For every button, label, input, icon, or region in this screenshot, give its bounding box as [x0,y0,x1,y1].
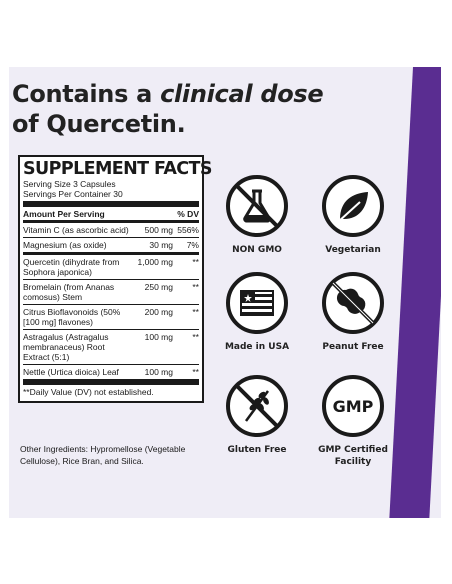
facts-row: Citrus Bioflavonoids (50% [100 mg] flavo… [23,307,199,327]
badge-made-in-usa: Made in USA [217,272,297,353]
headline-emphasis: clinical dose [160,80,324,108]
badge-gmp-certified: GMP GMP Certified Facility [313,375,393,468]
facts-row: Astragalus (Astragalus membranaceus) Roo… [23,332,199,362]
headline: Contains a clinical dose of Quercetin. [12,79,412,139]
other-ingredients: Other Ingredients: Hypromellose (Vegetab… [20,444,186,466]
facts-row: Quercetin (dihydrate from Sophora japoni… [23,257,199,277]
headline-line2: of Quercetin. [12,110,186,138]
badge-peanut-free: Peanut Free [313,272,393,353]
dv-header: % DV [177,209,199,219]
wheat-crossed-icon [226,375,288,437]
facts-header-row: Amount Per Serving % DV [23,207,199,220]
facts-divider-medium [23,220,199,223]
facts-row: Magnesium (as oxide) 30 mg 7% [23,240,199,250]
amount-per-serving-header: Amount Per Serving [23,209,105,219]
facts-row: Bromelain (from Ananas comosus) Stem 250… [23,282,199,302]
product-panel: Contains a clinical dose of Quercetin. S… [9,67,441,518]
facts-row: Nettle (Urtica dioica) Leaf 100 mg ** [23,367,199,377]
gmp-icon: GMP [322,375,384,437]
badge-non-gmo: NON GMO [217,175,297,256]
svg-text:GMP: GMP [333,397,374,416]
facts-title: SUPPLEMENT FACTS [23,159,212,179]
servings-per-container: Servings Per Container 30 [23,189,123,199]
peanut-crossed-icon [322,272,384,334]
facts-divider-thick [23,201,199,207]
flask-crossed-icon [226,175,288,237]
us-flag-icon [226,272,288,334]
serving-size: Serving Size 3 Capsules [23,179,116,189]
headline-prefix: Contains a [12,80,161,108]
supplement-facts-panel: SUPPLEMENT FACTS Serving Size 3 Capsules… [18,155,212,403]
leaf-icon [322,175,384,237]
badge-gluten-free: Gluten Free [217,375,297,456]
facts-row: Vitamin C (as ascorbic acid) 500 mg 556% [23,225,199,235]
dv-footnote: **Daily Value (DV) not established. [23,387,154,397]
badge-vegetarian: Vegetarian [313,175,393,256]
